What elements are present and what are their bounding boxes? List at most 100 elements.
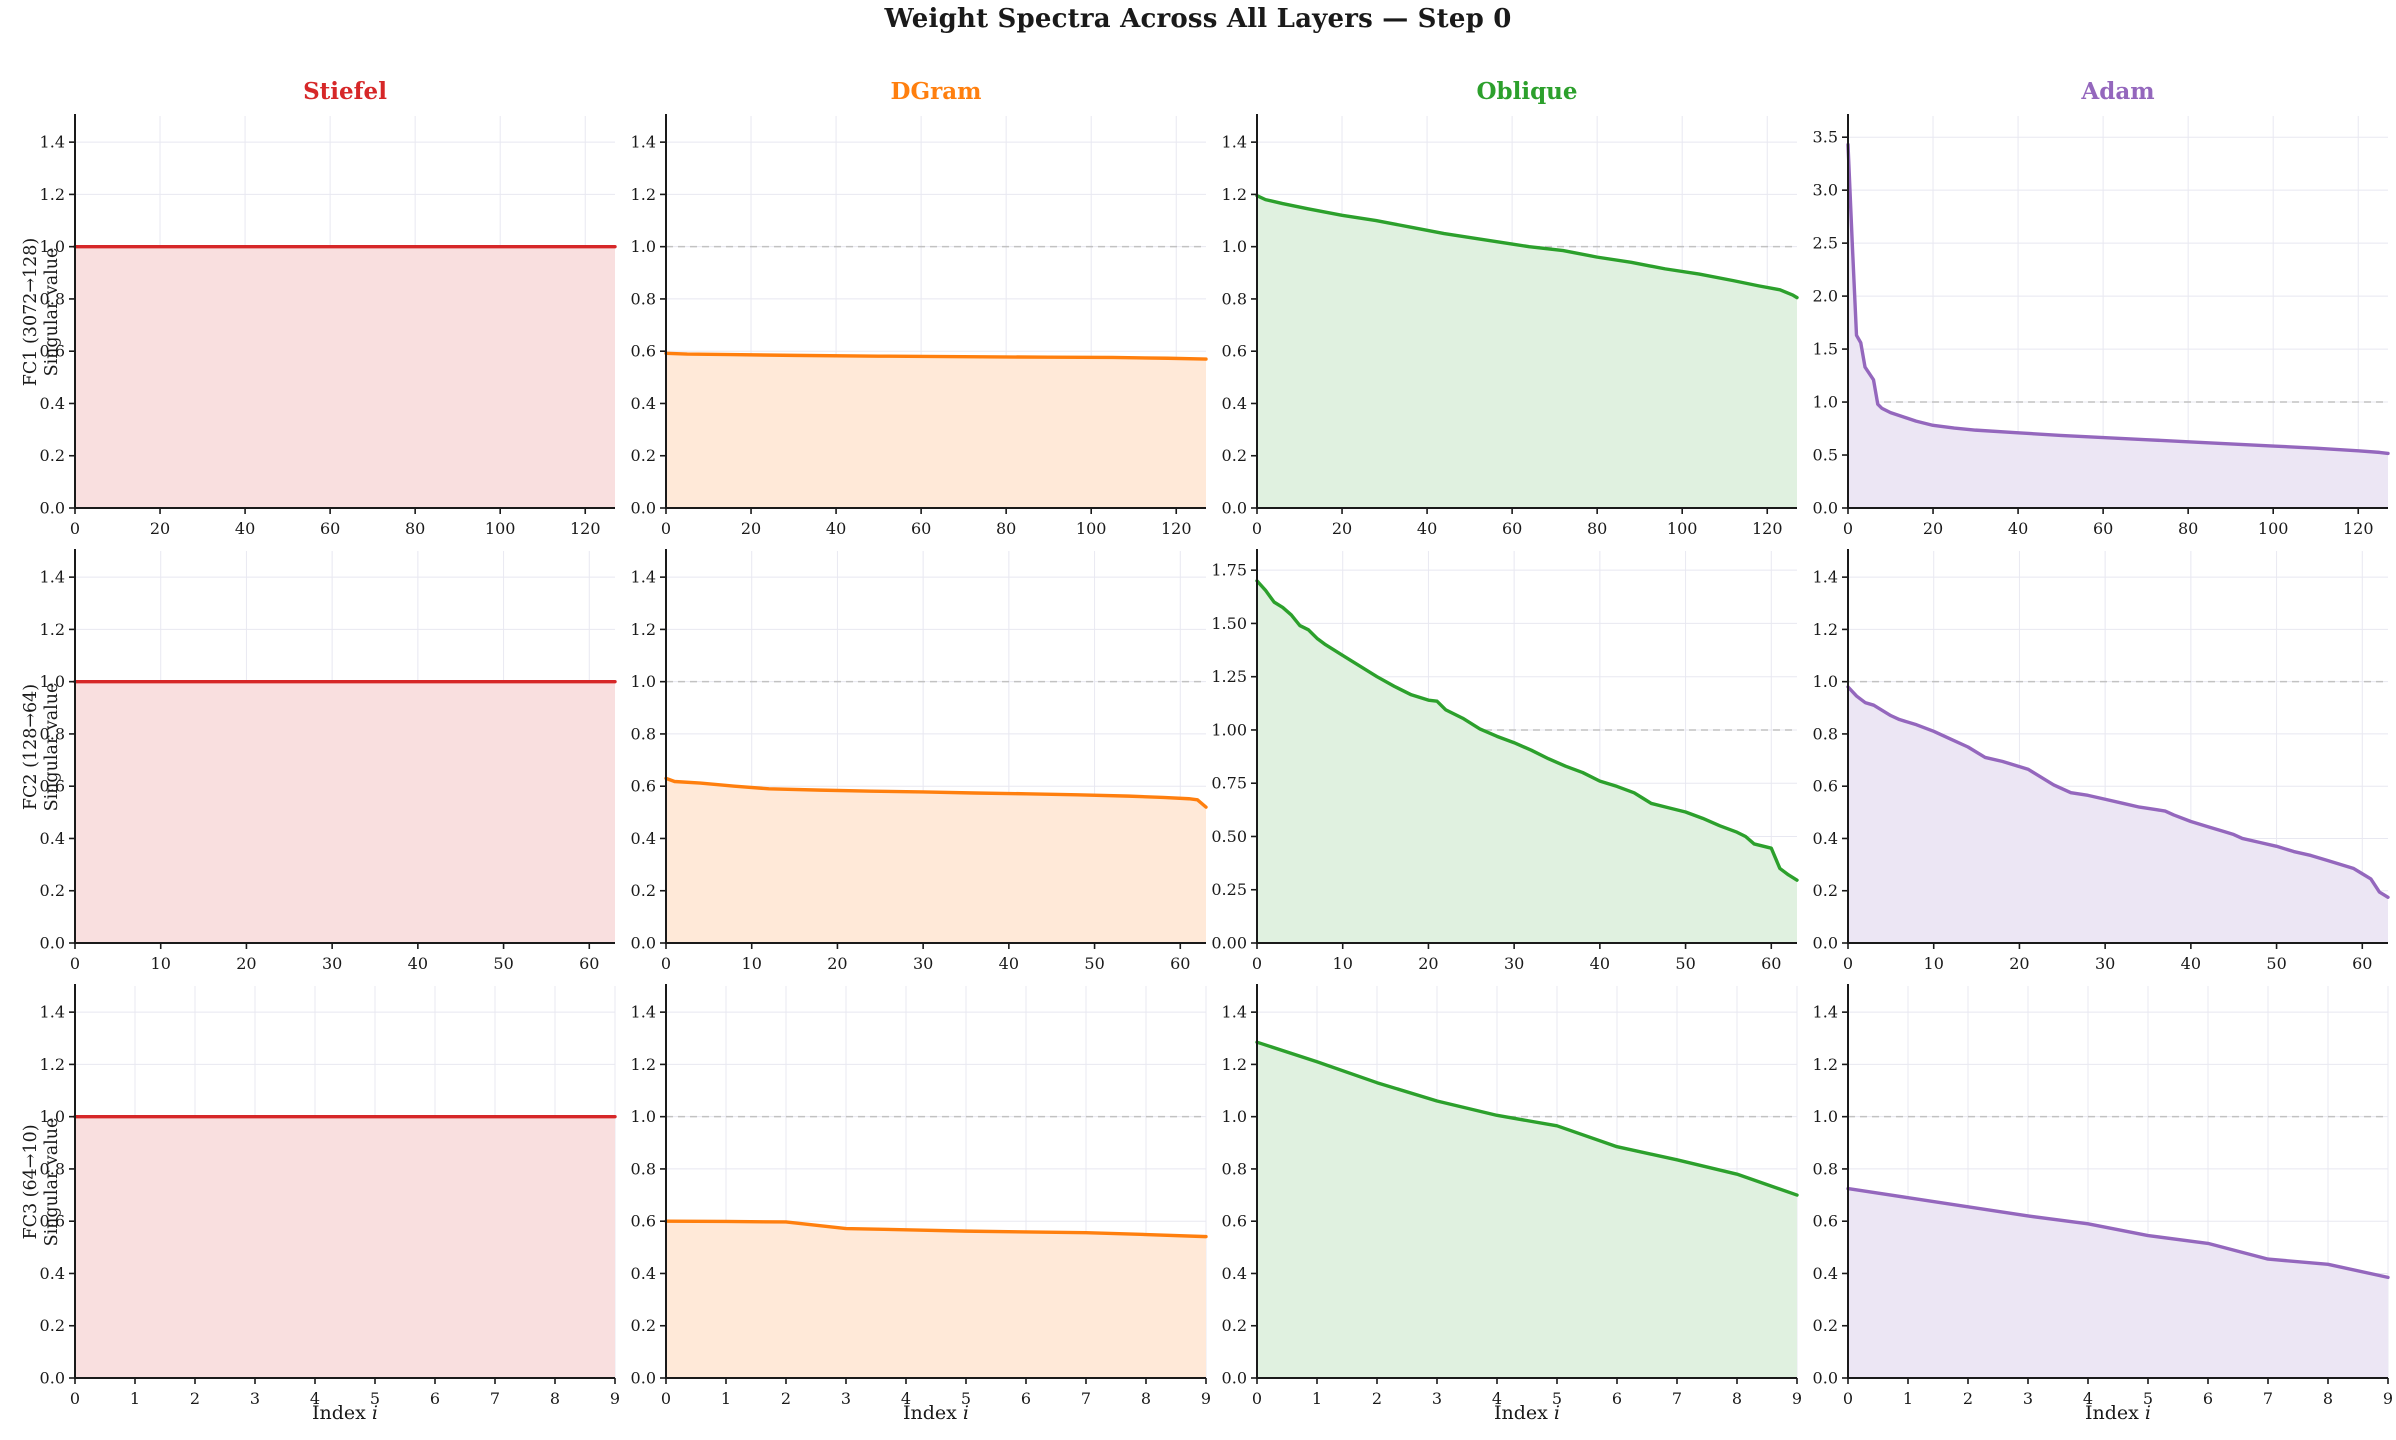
y-tick-label: 0.6	[631, 777, 656, 796]
y-tick-label: 1.4	[1813, 568, 1838, 587]
y-tick-label: 1.4	[631, 568, 656, 587]
y-tick-label: 0.75	[1211, 774, 1247, 793]
y-tick-label: 1.2	[40, 185, 65, 204]
x-tick-label: 5	[1552, 1389, 1562, 1408]
x-axis-label-var: i	[371, 1402, 378, 1424]
y-tick-label: 0.0	[1813, 499, 1838, 518]
area-fill	[1848, 1188, 2388, 1378]
x-axis-label-var: i	[2144, 1402, 2151, 1424]
y-tick-label: 0.0	[40, 1369, 65, 1388]
y-tick-label: 1.4	[40, 1003, 65, 1022]
x-tick-label: 20	[827, 954, 847, 973]
y-tick-label: 0.50	[1211, 827, 1247, 846]
area-fill	[666, 778, 1206, 943]
x-tick-label: 0	[70, 1389, 80, 1408]
x-tick-label: 8	[2323, 1389, 2333, 1408]
x-tick-label: 6	[430, 1389, 440, 1408]
x-tick-label: 6	[2203, 1389, 2213, 1408]
y-tick-label: 0.2	[1813, 1316, 1838, 1335]
x-tick-label: 9	[610, 1389, 620, 1408]
y-tick-label: 0.4	[40, 394, 65, 413]
column-header-oblique: Oblique	[1476, 78, 1578, 105]
y-tick-label: 1.2	[1222, 185, 1247, 204]
area-fill	[75, 1116, 615, 1378]
y-tick-label: 0.4	[40, 829, 65, 848]
x-axis-label-col3: Index i	[1257, 1402, 1797, 1424]
chart-fc2-stiefel: 0.0 0.2 0.4 0.6 0.8 1.0 1.2 1.4 0 10 20 30 40 50 60	[40, 549, 617, 973]
y-tick-label: 0.4	[1222, 1264, 1247, 1283]
x-tick-label: 50	[1084, 954, 1104, 973]
x-tick-label: 20	[1923, 519, 1943, 538]
y-tick-label: 0.2	[1222, 446, 1247, 465]
column-header-adam: Adam	[2081, 78, 2155, 105]
x-tick-label: 2	[1372, 1389, 1382, 1408]
x-axis-label-word: Index	[1494, 1402, 1548, 1424]
y-tick-label: 2.0	[1813, 287, 1838, 306]
spectrum-line	[1846, 1186, 2390, 1280]
chart-fc1-adam: 0.0 0.5 1.0 1.5 2.0 2.5 3.0 3.5 0 20 40 60 80 100 120	[1813, 114, 2390, 538]
x-tick-label: 30	[322, 954, 342, 973]
y-tick-label: 0.4	[1813, 829, 1838, 848]
y-tick-label: 0.4	[631, 394, 656, 413]
x-tick-label: 60	[1170, 954, 1190, 973]
x-tick-label: 50	[2266, 954, 2286, 973]
y-tick-label: 3.5	[1813, 128, 1838, 147]
x-tick-label: 60	[1761, 954, 1781, 973]
x-tick-label: 8	[1732, 1389, 1742, 1408]
x-tick-label: 4	[901, 1389, 911, 1408]
y-tick-label: 1.75	[1211, 561, 1247, 580]
y-tick-label: 1.4	[40, 133, 65, 152]
y-tick-label: 1.0	[631, 672, 656, 691]
y-tick-label: 0.6	[40, 777, 65, 796]
x-tick-label: 5	[370, 1389, 380, 1408]
x-tick-label: 5	[2143, 1389, 2153, 1408]
y-tick-label: 0.2	[40, 446, 65, 465]
area-fill	[666, 1221, 1206, 1378]
y-tick-label: 1.0	[1813, 672, 1838, 691]
x-axis-label-var: i	[1553, 1402, 1560, 1424]
x-tick-label: 60	[320, 519, 340, 538]
x-tick-label: 7	[1672, 1389, 1682, 1408]
y-tick-label: 1.4	[1222, 1003, 1247, 1022]
x-axis-label-word: Index	[2085, 1402, 2139, 1424]
spectrum-line	[664, 776, 1208, 809]
y-tick-label: 0.8	[631, 724, 656, 743]
x-tick-label: 20	[150, 519, 170, 538]
y-tick-label: 1.2	[1813, 1055, 1838, 1074]
x-tick-label: 80	[2178, 519, 2198, 538]
x-tick-label: 80	[996, 519, 1016, 538]
figure-title: Weight Spectra Across All Layers — Step …	[884, 4, 1512, 34]
y-tick-label: 1.0	[40, 237, 65, 256]
column-header-stiefel: Stiefel	[303, 78, 387, 105]
y-tick-label: 1.0	[1222, 1107, 1247, 1126]
x-axis-label-col2: Index i	[666, 1402, 1206, 1424]
x-tick-label: 9	[2383, 1389, 2393, 1408]
y-tick-label: 1.0	[1813, 1107, 1838, 1126]
x-tick-label: 1	[1903, 1389, 1913, 1408]
y-tick-label: 1.2	[631, 620, 656, 639]
y-tick-label: 0.6	[1813, 777, 1838, 796]
y-tick-label: 1.5	[1813, 340, 1838, 359]
x-tick-label: 6	[1021, 1389, 1031, 1408]
y-tick-label: 0.25	[1211, 880, 1247, 899]
y-tick-label: 1.0	[1813, 393, 1838, 412]
y-tick-label: 0.5	[1813, 446, 1838, 465]
x-tick-label: 50	[1675, 954, 1695, 973]
x-tick-label: 40	[235, 519, 255, 538]
y-tick-label: 1.2	[631, 1055, 656, 1074]
y-tick-label: 0.0	[40, 934, 65, 953]
y-tick-label: 1.4	[1222, 133, 1247, 152]
chart-fc2-adam: 0.0 0.2 0.4 0.6 0.8 1.0 1.2 1.4 0 10 20 30 40 50 60	[1813, 549, 2390, 973]
x-tick-label: 1	[130, 1389, 140, 1408]
y-tick-label: 0.8	[1222, 1159, 1247, 1178]
x-tick-label: 20	[2009, 954, 2029, 973]
x-tick-label: 60	[2352, 954, 2372, 973]
x-tick-label: 10	[742, 954, 762, 973]
x-tick-label: 0	[1252, 1389, 1262, 1408]
x-tick-label: 0	[70, 519, 80, 538]
x-tick-label: 100	[1667, 519, 1698, 538]
x-tick-label: 100	[485, 519, 516, 538]
y-tick-label: 0.6	[40, 342, 65, 361]
x-tick-label: 7	[490, 1389, 500, 1408]
spectrum-line	[1255, 1040, 1799, 1197]
